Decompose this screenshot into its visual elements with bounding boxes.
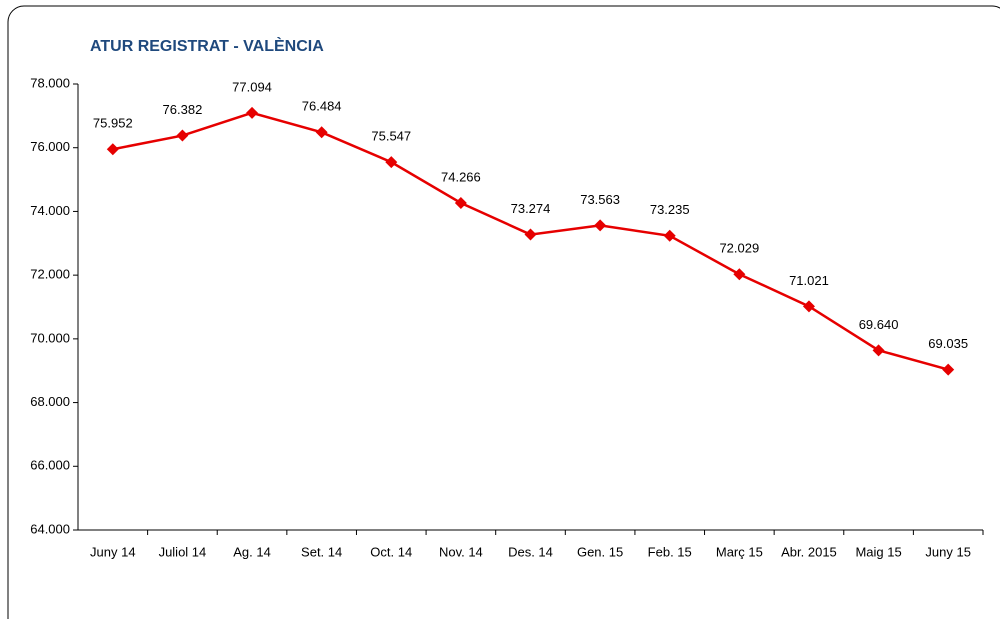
- data-point: [663, 229, 676, 242]
- data-label: 73.274: [511, 201, 551, 216]
- y-tick-label: 68.000: [30, 394, 70, 409]
- data-point: [246, 106, 259, 119]
- y-tick-label: 64.000: [30, 521, 70, 536]
- y-tick-label: 72.000: [30, 267, 70, 282]
- data-label: 69.640: [859, 317, 899, 332]
- x-tick-label: Ag. 14: [233, 544, 271, 559]
- data-label: 75.547: [371, 129, 411, 144]
- data-label: 73.563: [580, 192, 620, 207]
- y-tick-label: 76.000: [30, 139, 70, 154]
- chart-border: [7, 5, 1000, 619]
- y-tick-label: 78.000: [30, 75, 70, 90]
- data-label: 76.484: [302, 99, 342, 114]
- x-tick-label: Feb. 15: [648, 544, 692, 559]
- x-tick-label: Juliol 14: [159, 544, 207, 559]
- data-label: 76.382: [163, 102, 203, 117]
- x-tick-label: Gen. 15: [577, 544, 623, 559]
- data-label: 71.021: [789, 273, 829, 288]
- data-point: [524, 228, 537, 241]
- y-tick-label: 70.000: [30, 330, 70, 345]
- x-tick-label: Abr. 2015: [781, 544, 837, 559]
- data-label: 74.266: [441, 169, 481, 184]
- x-tick-label: Juny 14: [90, 544, 136, 559]
- y-tick-label: 66.000: [30, 458, 70, 473]
- data-point: [594, 219, 607, 232]
- data-label: 72.029: [719, 241, 759, 256]
- data-point: [802, 300, 815, 313]
- x-tick-label: Set. 14: [301, 544, 342, 559]
- x-tick-label: Maig 15: [855, 544, 901, 559]
- data-point: [942, 363, 955, 376]
- data-point: [733, 268, 746, 281]
- x-tick-label: Juny 15: [925, 544, 971, 559]
- y-tick-label: 74.000: [30, 203, 70, 218]
- data-label: 69.035: [928, 336, 968, 351]
- data-point: [106, 143, 119, 156]
- chart-title: ATUR REGISTRAT - VALÈNCIA: [90, 36, 324, 55]
- x-tick-label: Des. 14: [508, 544, 553, 559]
- data-label: 77.094: [232, 79, 272, 94]
- data-point: [454, 196, 467, 209]
- data-point: [315, 126, 328, 139]
- data-label: 75.952: [93, 116, 133, 131]
- data-point: [385, 156, 398, 169]
- data-point: [872, 344, 885, 357]
- x-tick-label: Març 15: [716, 544, 763, 559]
- data-point: [176, 129, 189, 142]
- x-tick-label: Nov. 14: [439, 544, 483, 559]
- x-tick-label: Oct. 14: [370, 544, 412, 559]
- data-label: 73.235: [650, 202, 690, 217]
